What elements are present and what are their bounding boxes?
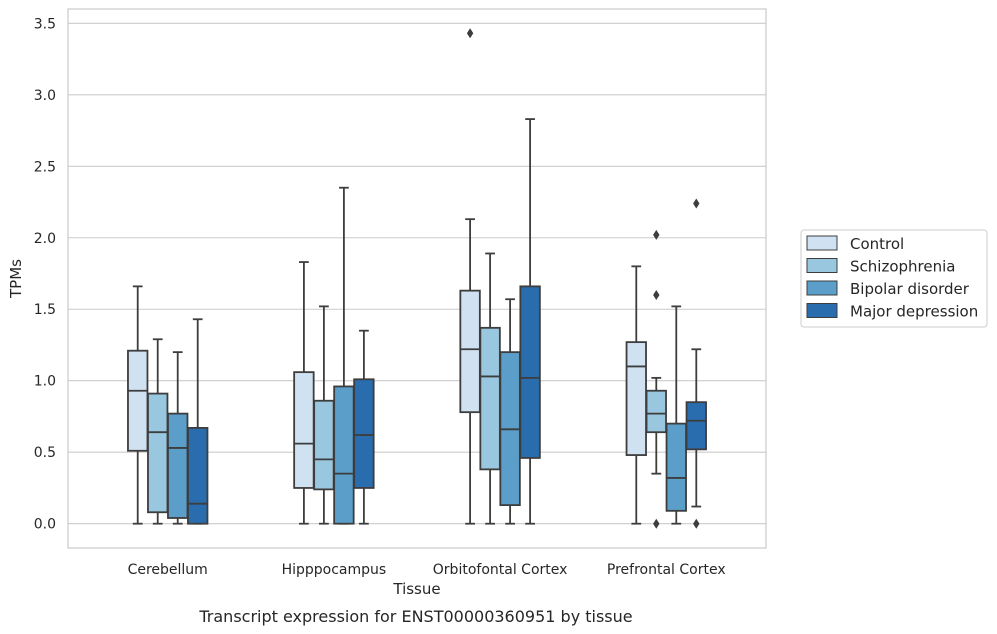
y-tick-label: 0.0: [34, 517, 56, 533]
legend: Control Schizophrenia Bipolar disorder Majo…: [800, 229, 988, 328]
box-major-depression: [685, 198, 707, 529]
legend-label: Control: [850, 235, 904, 253]
outlier-point: [693, 198, 700, 209]
chart-caption: Transcript expression for ENST0000036095…: [198, 607, 632, 626]
x-axis-ticks: Cerebellum Hipppocampus Orbitofontal Corte…: [128, 562, 726, 578]
legend-swatch: [806, 280, 838, 296]
y-tick-label: 1.5: [34, 302, 56, 318]
box-major-depression: [519, 118, 541, 525]
box-iqr: [479, 326, 501, 471]
box-iqr: [353, 378, 375, 489]
box-iqr: [127, 349, 149, 452]
box-iqr: [167, 412, 189, 519]
box-iqr: [685, 401, 707, 451]
box-iqr: [519, 285, 541, 459]
box-control: [127, 285, 149, 525]
legend-frame: [800, 229, 988, 328]
box-iqr: [187, 427, 209, 525]
y-tick-label: 0.5: [34, 445, 56, 461]
box-groups: [127, 28, 707, 529]
box-iqr: [333, 385, 355, 525]
outlier-point: [653, 289, 660, 300]
legend-label: Major depression: [850, 303, 978, 321]
legend-swatch: [806, 258, 838, 273]
x-axis-label: Tissue: [392, 580, 440, 598]
x-tick-label: Orbitofontal Cortex: [433, 562, 568, 578]
legend-swatch: [806, 303, 838, 318]
y-tick-label: 3.0: [34, 88, 56, 104]
x-tick-label: Hipppocampus: [282, 562, 387, 578]
box-iqr: [293, 371, 315, 489]
box-iqr: [147, 392, 169, 514]
y-tick-label: 1.0: [34, 374, 56, 390]
outlier-point: [653, 518, 660, 529]
x-tick-label: Prefrontal Cortex: [607, 562, 726, 578]
legend-label: Schizophrenia: [850, 258, 955, 276]
box-iqr: [313, 399, 335, 491]
box-control: [625, 265, 647, 525]
box-bipolar-disorder: [665, 305, 687, 525]
legend-swatch: [806, 235, 838, 251]
outlier-point: [693, 518, 700, 529]
box-control: [459, 28, 481, 525]
box-schizophrenia: [645, 229, 667, 529]
y-axis-label: TPMs: [7, 259, 25, 299]
legend-label: Bipolar disorder: [850, 280, 970, 298]
box-major-depression: [353, 329, 375, 525]
y-tick-label: 2.5: [34, 159, 56, 175]
x-tick-label: Cerebellum: [128, 562, 208, 578]
y-tick-label: 3.5: [34, 16, 56, 32]
y-tick-label: 2.0: [34, 231, 56, 247]
box-iqr: [645, 389, 667, 434]
box-iqr: [625, 341, 647, 456]
y-axis-ticks: 0.0 0.5 1.0 1.5 2.0 2.5 3.0 3.5: [34, 16, 56, 532]
box-iqr: [459, 289, 481, 414]
box-major-depression: [187, 318, 209, 525]
box-bipolar-disorder: [167, 351, 189, 525]
outlier-point: [466, 28, 474, 39]
outlier-point: [653, 229, 660, 240]
box-iqr: [665, 422, 687, 512]
